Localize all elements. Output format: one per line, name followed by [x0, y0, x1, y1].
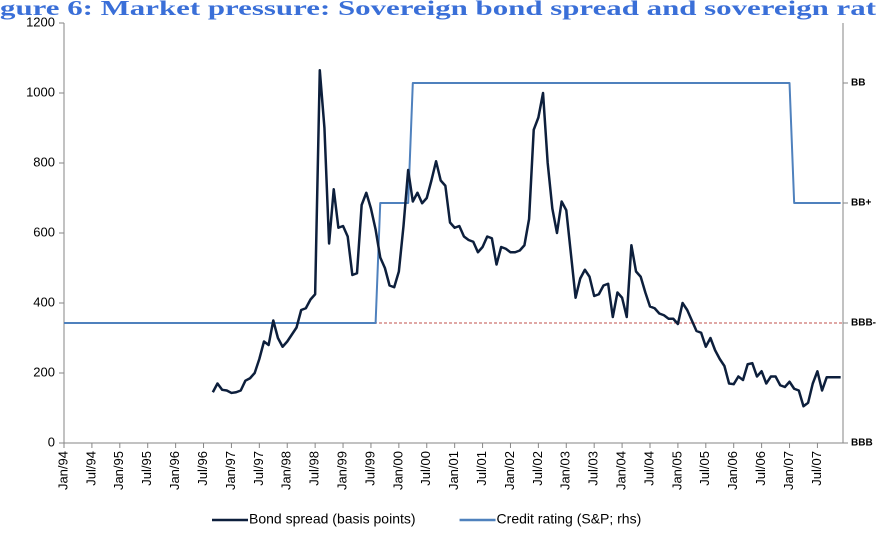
x-tick-label: Jan/03: [558, 451, 573, 490]
x-tick-label: Jan/05: [669, 451, 684, 490]
series-line: [211, 69, 841, 408]
x-tick-label: Jan/07: [781, 451, 796, 490]
x-tick-label: Jul/97: [251, 451, 266, 486]
chart-title: gure 6: Market pressure: Sovereign bond …: [0, 0, 876, 20]
x-tick-label: Jul/00: [418, 451, 433, 486]
x-tick-label: Jul/06: [753, 451, 768, 486]
series-line: [64, 82, 841, 324]
x-tick-label: Jan/06: [725, 451, 740, 490]
x-tick-label: Jul/07: [809, 451, 824, 486]
legend-label: Bond spread (basis points): [249, 511, 416, 527]
x-tick-label: Jan/99: [334, 451, 349, 490]
y-tick-label: 200: [33, 364, 55, 379]
y-tick-label: 1200: [26, 14, 55, 29]
x-tick-label: Jul/01: [474, 451, 489, 486]
x-tick-label: Jan/97: [223, 451, 238, 490]
x-tick-label: Jul/05: [697, 451, 712, 486]
x-tick-label: Jan/02: [502, 451, 517, 490]
x-tick-label: Jul/96: [195, 451, 210, 486]
y2-tick-label: BBB: [851, 438, 873, 449]
y-tick-label: 800: [33, 154, 55, 169]
x-tick-label: Jan/04: [614, 451, 629, 490]
x-tick-label: Jan/96: [167, 451, 182, 490]
y2-tick-label: BB+: [851, 198, 871, 209]
y-tick-label: 0: [48, 434, 55, 449]
y-tick-label: 600: [33, 224, 55, 239]
x-tick-label: Jan/95: [111, 451, 126, 490]
y2-tick-label: BBB-: [851, 318, 876, 329]
y-tick-label: 400: [33, 294, 55, 309]
x-tick-label: Jul/98: [307, 451, 322, 486]
x-tick-label: Jul/02: [530, 451, 545, 486]
x-tick-label: Jan/01: [446, 451, 461, 490]
x-tick-label: Jul/95: [139, 451, 154, 486]
x-tick-label: Jul/04: [641, 451, 656, 486]
x-tick-label: Jul/94: [83, 451, 98, 486]
x-tick-label: Jan/94: [55, 451, 70, 490]
x-tick-label: Jul/99: [362, 451, 377, 486]
x-tick-label: Jan/98: [279, 451, 294, 490]
x-tick-label: Jan/00: [390, 451, 405, 490]
y-tick-label: 1000: [26, 84, 55, 99]
y2-tick-label: BB: [851, 78, 865, 89]
x-tick-label: Jul/03: [586, 451, 601, 486]
legend-label: Credit rating (S&P; rhs): [497, 511, 642, 527]
